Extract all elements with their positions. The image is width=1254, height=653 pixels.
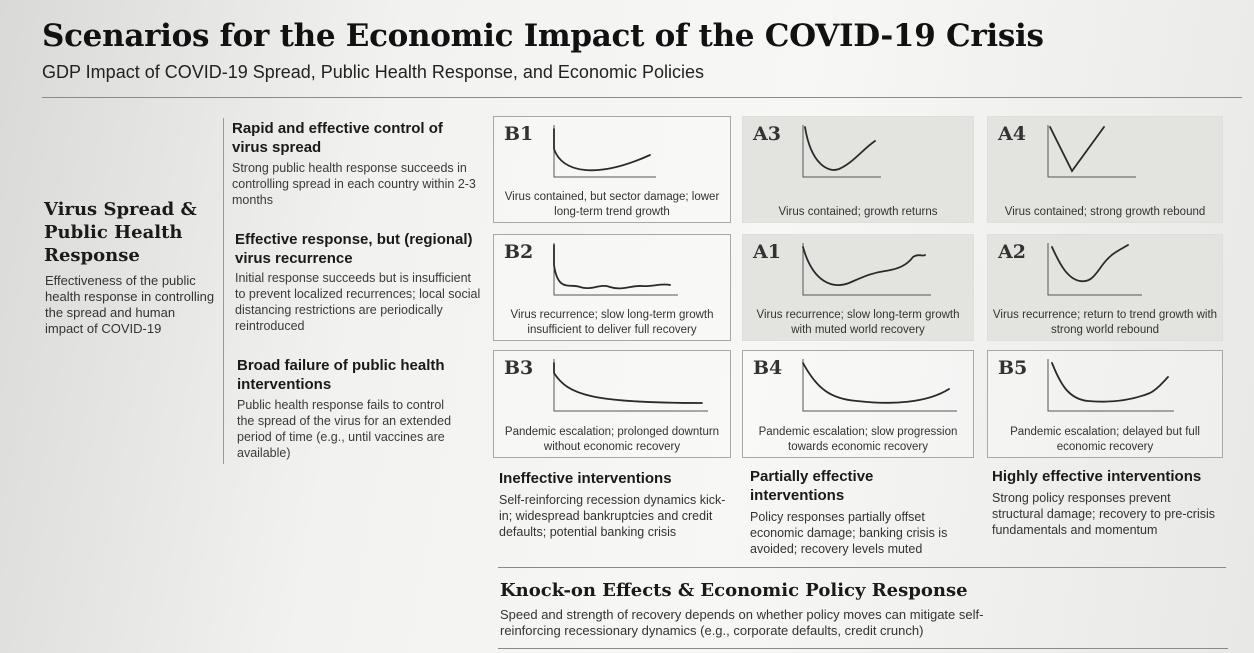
knock-on-divider (498, 567, 1226, 568)
health-scenario-1: Rapid and effective control of virus spr… (232, 119, 477, 208)
scenario-label: A2 (998, 241, 1026, 263)
scenario-label: B2 (504, 241, 534, 263)
chart-axes (802, 125, 881, 178)
gdp-curve-line (1051, 362, 1169, 403)
scenario-panel-a3: A3 Virus contained; growth returns (742, 116, 974, 223)
scenario-label: B1 (504, 123, 534, 145)
scenario-panel-a4: A4 Virus contained; strong growth rebound (987, 116, 1223, 223)
scenario-caption: Pandemic escalation; slow progression to… (758, 426, 958, 453)
scenario-label: B3 (504, 357, 534, 379)
policy-column-3: Highly effective interventions Strong po… (992, 467, 1217, 538)
health-scenario-2: Effective response, but (regional) virus… (235, 230, 483, 334)
health-scenario-description: Initial response succeeds but is insuffi… (235, 271, 481, 333)
scenario-panel-b3: B3 Pandemic escalation; prolonged downtur… (493, 350, 731, 458)
scenario-caption: Pandemic escalation; prolonged downturn … (504, 426, 720, 453)
scenario-panel-a2: A2 Virus recurrence; return to trend grow… (987, 234, 1223, 341)
gdp-curve-line (804, 126, 876, 171)
gdp-curve-chart (1047, 243, 1142, 296)
page-subtitle: GDP Impact of COVID-19 Spread, Public He… (42, 62, 704, 82)
knock-on-title: Knock-on Effects & Economic Policy Respo… (500, 580, 968, 601)
chart-axes (1047, 359, 1174, 412)
policy-column-1: Ineffective interventions Self-reinforci… (499, 469, 734, 540)
gdp-curve-chart (553, 125, 656, 178)
scenario-panel-b1: B1 Virus contained, but sector damage; lo… (493, 116, 731, 223)
scenario-label: B5 (998, 357, 1028, 379)
scenario-panel-b5: B5 Pandemic escalation; delayed but full … (987, 350, 1223, 458)
policy-column-description: Policy responses partially offset econom… (750, 510, 948, 556)
gdp-curve-chart (553, 243, 678, 296)
gdp-curve-chart (1047, 125, 1136, 178)
gdp-curve-chart (553, 359, 708, 412)
health-scenario-heading: Broad failure of public health intervent… (237, 357, 445, 393)
scenario-caption: Virus contained, but sector damage; lowe… (504, 191, 720, 218)
row-header-description: Effectiveness of the public health respo… (45, 273, 215, 336)
chart-axes (553, 359, 708, 412)
gdp-curve-chart (1047, 359, 1174, 412)
gdp-curve-chart (802, 359, 957, 412)
gdp-curve-chart (802, 125, 881, 178)
health-scenario-3: Broad failure of public health intervent… (237, 356, 452, 461)
gdp-curve-chart (802, 243, 931, 296)
knock-on-description: Speed and strength of recovery depends o… (500, 607, 984, 638)
gdp-curve-line (1049, 126, 1105, 173)
chart-axes (1047, 125, 1136, 178)
policy-column-description: Self-reinforcing recession dynamics kick… (499, 493, 726, 539)
gdp-curve-line (553, 362, 703, 404)
scenario-label: B4 (753, 357, 783, 379)
chart-axes (802, 243, 931, 296)
scenario-label: A1 (753, 241, 781, 263)
health-scenario-description: Strong public health response succeeds i… (232, 161, 476, 207)
policy-column-description: Strong policy responses prevent structur… (992, 491, 1215, 537)
chart-axes (553, 243, 678, 296)
page-title: Scenarios for the Economic Impact of the… (42, 18, 1044, 54)
gdp-curve-line (802, 246, 926, 286)
bottom-divider (498, 648, 1228, 649)
scenario-caption: Virus recurrence; slow long-term growth … (756, 309, 960, 336)
policy-column-2: Partially effective interventions Policy… (750, 467, 965, 557)
scenario-panel-b4: B4 Pandemic escalation; slow progression … (742, 350, 974, 458)
row-divider-line (223, 118, 224, 464)
policy-column-heading: Partially effective interventions (750, 468, 874, 504)
scenario-caption: Virus contained; growth returns (778, 206, 938, 218)
scenario-panel-a1: A1 Virus recurrence; slow long-term growt… (742, 234, 974, 341)
scenario-label: A3 (753, 123, 781, 145)
policy-column-heading: Ineffective interventions (499, 470, 672, 487)
chart-axes (802, 359, 957, 412)
scenario-caption: Virus recurrence; slow long-term growth … (510, 309, 714, 336)
top-divider (42, 97, 1242, 98)
health-scenario-description: Public health response fails to control … (237, 398, 452, 460)
scenario-caption: Virus recurrence; return to trend growth… (992, 309, 1218, 336)
scenario-caption: Pandemic escalation; delayed but full ec… (1010, 426, 1200, 453)
gdp-curve-line (553, 244, 671, 290)
scenario-caption: Virus contained; strong growth rebound (1004, 206, 1206, 218)
scenario-panel-b2: B2 Virus recurrence; slow long-term growt… (493, 234, 731, 341)
gdp-curve-line (1051, 244, 1129, 283)
gdp-curve-line (553, 128, 651, 172)
scenario-label: A4 (998, 123, 1026, 145)
policy-column-heading: Highly effective interventions (992, 468, 1202, 485)
gdp-curve-line (802, 362, 950, 404)
chart-axes (1047, 243, 1142, 296)
row-header-title: Virus Spread & Public Health Response (44, 199, 197, 266)
health-scenario-heading: Rapid and effective control of virus spr… (232, 120, 443, 156)
health-scenario-heading: Effective response, but (regional) virus… (235, 231, 473, 267)
